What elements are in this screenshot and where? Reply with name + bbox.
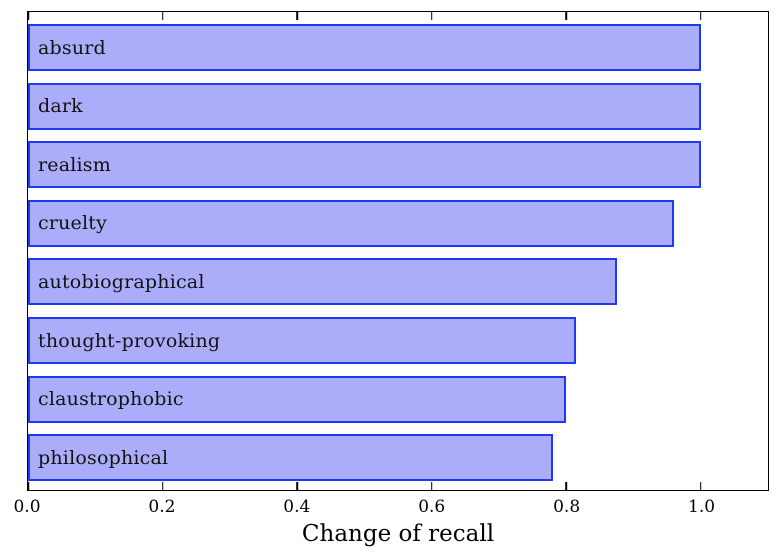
x-axis-tick <box>430 482 433 490</box>
x-axis-tick <box>161 12 164 20</box>
x-axis-tick <box>699 12 702 20</box>
x-tick-label: 0.8 <box>553 497 581 517</box>
x-axis-tick <box>296 482 298 490</box>
x-axis-tick <box>27 482 29 490</box>
bar-label: thought-provoking <box>38 329 221 352</box>
x-tick-label: 0.0 <box>13 497 41 517</box>
bar: dark <box>28 82 701 130</box>
x-axis-tick <box>161 482 164 490</box>
x-axis-tick <box>27 12 29 20</box>
bar: absurd <box>28 24 701 71</box>
bar-label: autobiographical <box>38 270 205 293</box>
bar-label: realism <box>38 153 111 176</box>
x-tick-label: 0.6 <box>418 497 446 517</box>
x-axis-tick <box>430 12 433 20</box>
bar: autobiographical <box>28 258 617 306</box>
bar: cruelty <box>28 199 674 247</box>
x-axis-tick <box>296 12 298 20</box>
bar-label: philosophical <box>38 446 169 469</box>
bar: philosophical <box>28 434 553 482</box>
bar: thought-provoking <box>28 317 577 364</box>
bar-label: claustrophobic <box>38 388 184 411</box>
x-tick-label: 0.4 <box>283 497 311 517</box>
x-axis-title: Change of recall <box>301 521 495 547</box>
x-axis-tick <box>699 482 702 490</box>
x-axis-tick <box>565 482 567 490</box>
bar-label: dark <box>38 95 83 118</box>
x-axis-tick <box>565 12 567 20</box>
bar-label: absurd <box>38 36 106 59</box>
bar: realism <box>28 141 701 189</box>
x-tick-label: 0.2 <box>148 497 176 517</box>
x-tick-label: 1.0 <box>688 497 716 517</box>
plot-area: absurd dark realism cruelty autobiographical… <box>27 11 769 491</box>
bar: claustrophobic <box>28 375 567 423</box>
bar-label: cruelty <box>38 212 108 235</box>
